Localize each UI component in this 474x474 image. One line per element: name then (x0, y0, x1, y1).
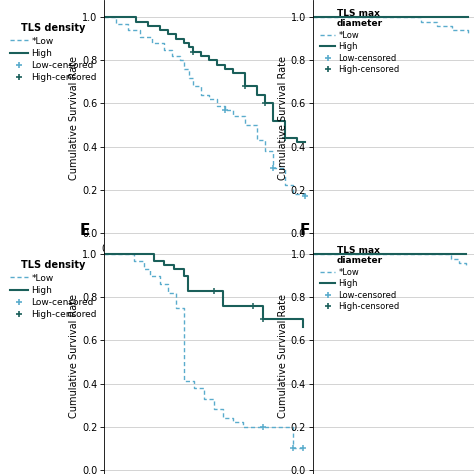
Y-axis label: Cumulative Survival Rate: Cumulative Survival Rate (69, 56, 79, 181)
Y-axis label: Cumulative Survival Rate: Cumulative Survival Rate (69, 293, 79, 418)
Legend: *Low, High, Low-censored, High-censored: *Low, High, Low-censored, High-censored (10, 24, 97, 82)
X-axis label: Time (years): Time (years) (176, 257, 241, 267)
Y-axis label: Cumulative Survival Rate: Cumulative Survival Rate (278, 293, 288, 418)
Legend: *Low, High, Low-censored, High-censored: *Low, High, Low-censored, High-censored (320, 9, 400, 74)
Text: F: F (300, 223, 310, 238)
Y-axis label: Cumulative Survival Rate: Cumulative Survival Rate (278, 56, 288, 181)
Text: E: E (79, 223, 90, 238)
Legend: *Low, High, Low-censored, High-censored: *Low, High, Low-censored, High-censored (10, 261, 97, 319)
Text: B: B (79, 0, 91, 1)
Text: C: C (300, 0, 311, 1)
Legend: *Low, High, Low-censored, High-censored: *Low, High, Low-censored, High-censored (320, 246, 400, 311)
